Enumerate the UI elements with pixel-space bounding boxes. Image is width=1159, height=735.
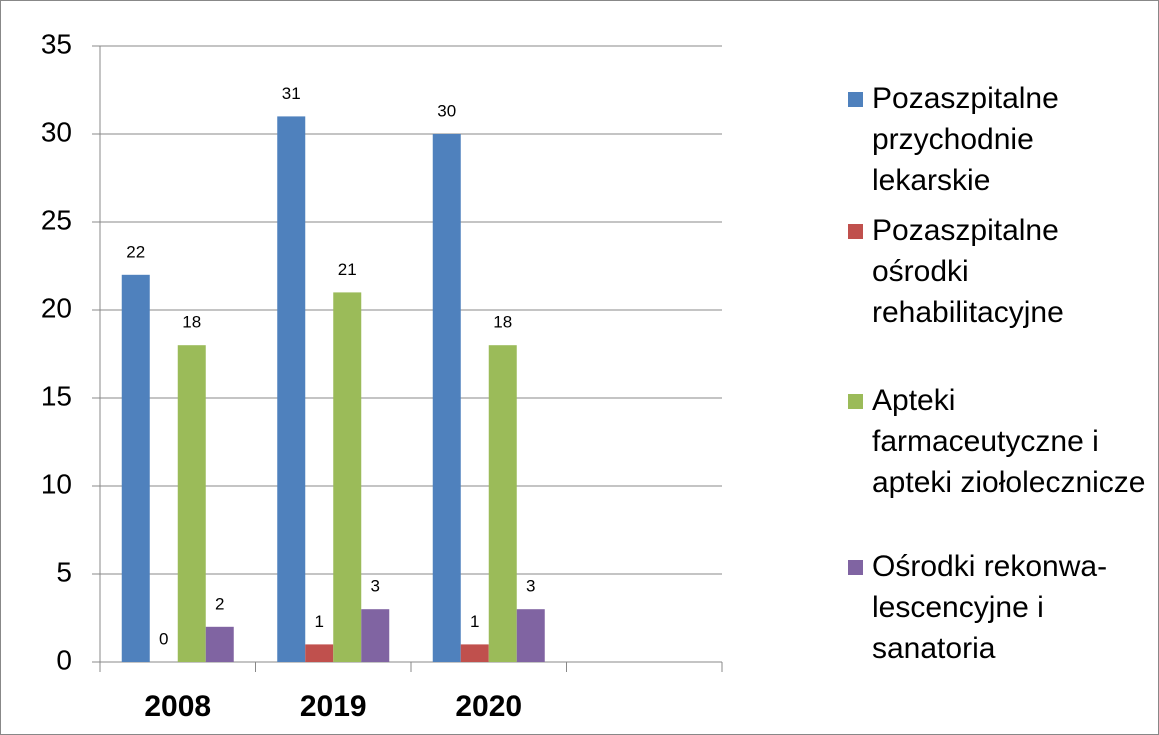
y-tick-label: 10	[41, 468, 72, 499]
x-tick-label: 2008	[144, 690, 211, 723]
data-label: 0	[159, 629, 168, 648]
legend-label: Pozaszpitalne ośrodki rehabilitacyjne	[872, 214, 1064, 329]
data-label: 2	[215, 594, 224, 613]
legend-swatch	[848, 394, 863, 409]
legend-label: Ośrodki rekonwa-lescencyjne i sanatoria	[872, 550, 1108, 665]
data-label: 30	[437, 101, 456, 120]
bar	[305, 644, 334, 662]
bar	[516, 609, 545, 662]
legend-label: Apteki farmaceutyczne i apteki ziołolecz…	[872, 384, 1146, 499]
data-label: 3	[371, 577, 380, 596]
bar	[333, 292, 362, 662]
bar	[432, 134, 461, 662]
bar	[205, 626, 234, 662]
bar	[121, 274, 150, 662]
bar	[361, 609, 390, 662]
legend-swatch	[848, 224, 863, 239]
y-tick-label: 30	[41, 116, 72, 147]
x-tick-label: 2019	[300, 690, 367, 723]
data-label: 21	[338, 260, 357, 279]
legend-swatch	[848, 92, 863, 107]
bar	[277, 116, 306, 662]
y-tick-label: 15	[41, 380, 72, 411]
y-tick-label: 0	[56, 644, 72, 675]
data-label: 18	[182, 313, 201, 332]
y-tick-label: 25	[41, 204, 72, 235]
data-label: 3	[526, 577, 535, 596]
data-label: 22	[126, 242, 145, 261]
legend-swatch	[848, 560, 863, 575]
bar	[488, 345, 517, 662]
bar	[177, 345, 206, 662]
legend-label: Pozaszpitalne przychodnie lekarskie	[872, 82, 1059, 197]
data-label: 1	[315, 612, 324, 631]
data-label: 31	[282, 84, 301, 103]
y-tick-label: 5	[56, 556, 72, 587]
data-label: 1	[470, 612, 479, 631]
y-tick-label: 35	[41, 28, 72, 59]
data-label: 18	[493, 313, 512, 332]
y-tick-label: 20	[41, 292, 72, 323]
bar	[460, 644, 489, 662]
x-tick-label: 2020	[455, 690, 522, 723]
